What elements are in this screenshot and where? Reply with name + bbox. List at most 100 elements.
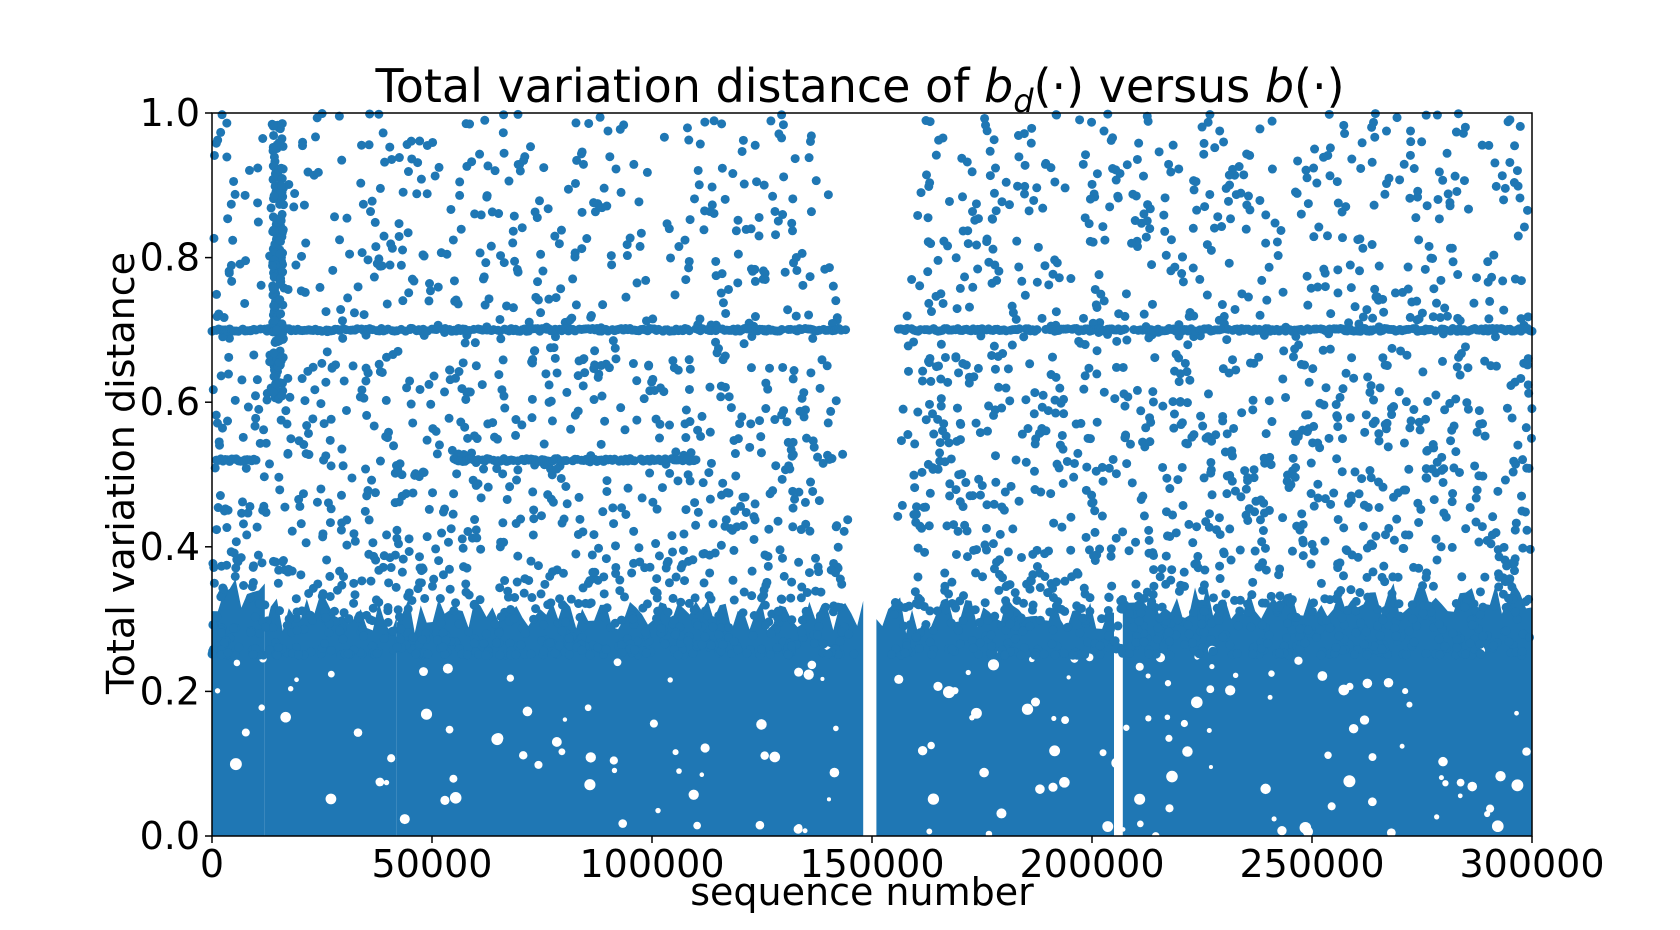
scatter-point <box>1309 598 1319 608</box>
scatter-point <box>705 427 715 437</box>
scatter-point <box>212 418 222 428</box>
scatter-point <box>472 533 482 543</box>
scatter-point <box>1281 392 1291 402</box>
scatter-point <box>271 379 281 389</box>
scatter-point <box>558 568 568 578</box>
scatter-point <box>527 413 537 423</box>
scatter-point <box>898 404 908 414</box>
scatter-point <box>1282 633 1292 643</box>
scatter-point <box>1504 637 1514 647</box>
scatter-point <box>641 648 651 658</box>
scatter-point <box>1131 537 1141 547</box>
scatter-point <box>1138 437 1148 447</box>
scatter-point <box>440 649 450 659</box>
scatter-point <box>629 526 639 536</box>
scatter-point <box>490 619 500 629</box>
scatter-point <box>1085 606 1095 616</box>
scatter-point <box>1337 467 1347 477</box>
scatter-point <box>959 591 969 601</box>
scatter-point <box>1199 606 1209 616</box>
scatter-point <box>420 593 430 603</box>
scatter-point <box>584 599 594 609</box>
scatter-point <box>1325 171 1335 181</box>
scatter-point <box>733 278 743 288</box>
band-hole <box>611 767 618 774</box>
scatter-point <box>1001 383 1011 393</box>
scatter-point <box>571 300 581 310</box>
y-tick-label: 0.2 <box>140 669 200 713</box>
scatter-point <box>1230 304 1240 314</box>
scatter-point <box>1264 396 1274 406</box>
scatter-point <box>1293 429 1303 439</box>
scatter-point <box>951 549 961 559</box>
scatter-point <box>1428 253 1438 263</box>
scatter-point <box>1014 324 1024 334</box>
scatter-point <box>1016 552 1026 562</box>
scatter-point <box>246 627 256 637</box>
scatter-point <box>1318 345 1328 355</box>
scatter-point <box>348 361 358 371</box>
scatter-point <box>471 361 481 371</box>
scatter-point <box>1387 589 1397 599</box>
scatter-point <box>1018 626 1028 636</box>
scatter-point <box>570 252 580 262</box>
scatter-point <box>1232 648 1242 658</box>
scatter-point <box>637 493 647 503</box>
scatter-point <box>1207 436 1217 446</box>
scatter-point <box>1369 641 1379 651</box>
band-hole <box>383 779 390 786</box>
scatter-point <box>780 267 790 277</box>
scatter-point <box>768 486 778 496</box>
scatter-point <box>326 504 336 514</box>
band-hole <box>1383 678 1394 688</box>
scatter-point <box>1202 290 1212 300</box>
scatter-point <box>1320 282 1330 292</box>
scatter-point <box>1161 250 1171 260</box>
scatter-point <box>561 482 571 492</box>
scatter-point <box>1032 183 1042 193</box>
scatter-point <box>1062 456 1072 466</box>
scatter-point <box>917 467 927 477</box>
scatter-point <box>1513 231 1523 241</box>
scatter-point <box>1047 639 1057 649</box>
scatter-point <box>1134 138 1144 148</box>
scatter-point <box>954 368 964 378</box>
scatter-point <box>698 478 708 488</box>
scatter-point <box>1107 581 1117 591</box>
scatter-point <box>1189 185 1199 195</box>
scatter-point <box>1313 479 1323 489</box>
scatter-point <box>756 644 766 654</box>
scatter-point <box>989 341 999 351</box>
band-hole <box>609 756 618 765</box>
scatter-point <box>251 455 261 465</box>
scatter-point <box>282 620 292 630</box>
scatter-point <box>954 470 964 480</box>
scatter-point <box>1367 157 1377 167</box>
scatter-point <box>962 552 972 562</box>
scatter-point <box>335 626 345 636</box>
band-hole <box>1491 820 1504 833</box>
scatter-point <box>429 371 439 381</box>
scatter-point <box>359 310 369 320</box>
scatter-point <box>385 260 395 270</box>
scatter-point <box>980 598 990 608</box>
scatter-point <box>1244 504 1254 514</box>
band-hole <box>1367 797 1377 807</box>
band-hole <box>449 774 458 783</box>
scatter-point <box>339 376 349 386</box>
scatter-point <box>383 617 393 627</box>
scatter-point <box>1373 604 1383 614</box>
band-hole <box>1324 751 1332 759</box>
scatter-point <box>458 358 468 368</box>
scatter-point <box>469 431 479 441</box>
scatter-point <box>1455 370 1465 380</box>
scatter-point <box>1047 352 1057 362</box>
scatter-point <box>402 140 412 150</box>
scatter-point <box>668 593 678 603</box>
scatter-point <box>272 650 282 660</box>
scatter-point <box>1083 637 1093 647</box>
scatter-point <box>254 404 264 414</box>
scatter-point <box>650 385 660 395</box>
scatter-point <box>374 109 384 119</box>
scatter-point <box>616 187 626 197</box>
